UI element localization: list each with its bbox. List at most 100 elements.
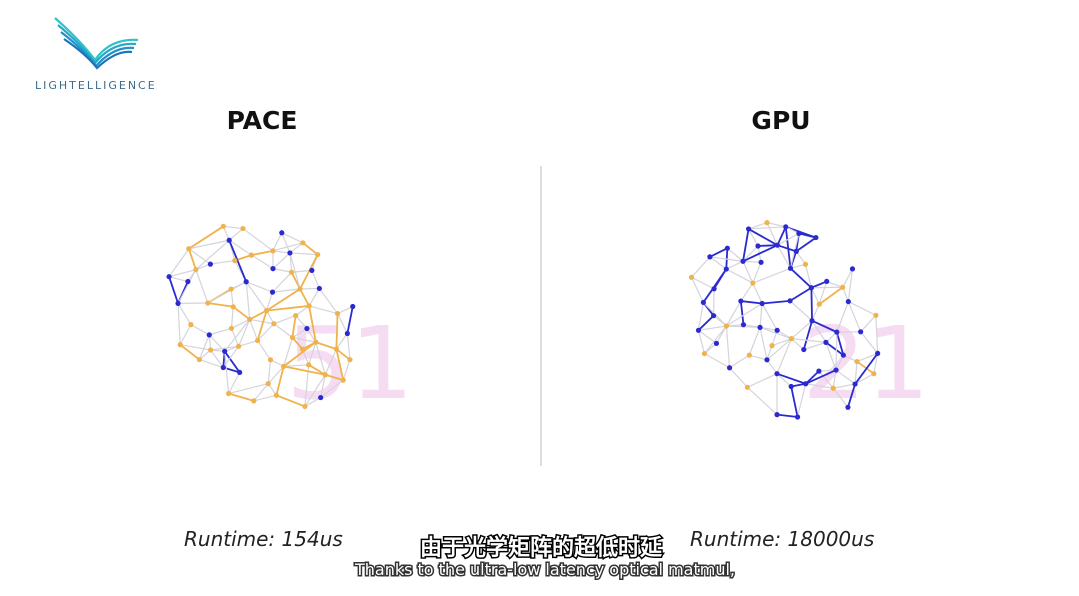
graph-edge (790, 386, 799, 418)
graph-edge (251, 254, 274, 270)
graph-edge (848, 301, 877, 316)
graph-edge (729, 354, 750, 369)
graph-edge (856, 360, 875, 375)
graph-edge (335, 313, 339, 350)
graph-node (254, 337, 261, 344)
graph-node (344, 330, 350, 337)
graph-node (177, 342, 183, 348)
graph-edge (299, 254, 319, 290)
graph-node (724, 245, 730, 251)
graph-edge (311, 270, 320, 289)
graph-edge (300, 287, 320, 290)
graph-edge (854, 373, 875, 385)
graph-edge (232, 306, 251, 321)
graph-node (186, 246, 192, 252)
graph-edge (836, 301, 849, 333)
graph-node (322, 372, 328, 378)
graph-edge (272, 288, 301, 293)
graph-node (166, 274, 172, 280)
graph-edge (335, 348, 345, 381)
graph-edge (777, 244, 797, 253)
graph-edge (748, 228, 778, 246)
graph-edge (776, 338, 792, 374)
graph-edge (802, 320, 813, 350)
graph-node (293, 312, 299, 319)
graph-node (304, 325, 310, 332)
graph-node (840, 352, 846, 358)
graph-edge (292, 328, 308, 338)
graph-edge (209, 327, 232, 336)
graph-edge (179, 343, 200, 361)
graph-edge (265, 291, 274, 311)
graph-edge (188, 225, 224, 250)
graph-edge (752, 262, 762, 284)
graph-edge (748, 228, 759, 247)
graph-edge (759, 303, 763, 328)
graph-edge (805, 370, 820, 385)
graph-node (302, 403, 308, 410)
graph-edge (308, 364, 326, 376)
graph-node (695, 327, 702, 333)
graph-node (759, 300, 765, 307)
graph-node (723, 323, 730, 329)
graph-node (774, 412, 780, 418)
graph-node (788, 383, 794, 390)
graph-node (207, 261, 213, 267)
graph-edge (818, 369, 837, 372)
graph-edge (342, 359, 351, 381)
graph-edge (766, 222, 786, 228)
graph-edge (289, 252, 318, 256)
graph-edge (308, 305, 317, 343)
graph-node (700, 299, 706, 306)
graph-edge (228, 383, 269, 395)
graph-edge (726, 302, 763, 327)
graph-edge (276, 394, 306, 408)
graph-edge (230, 306, 234, 329)
graph-edge (177, 269, 197, 304)
graph-node (746, 352, 752, 358)
graph-node (315, 251, 321, 258)
graph-node (287, 250, 293, 256)
graph-node (713, 340, 720, 346)
graph-edge (742, 261, 754, 284)
logo-mark (54, 17, 139, 70)
graph-node (226, 237, 232, 243)
graph-edge (318, 288, 339, 314)
graph-edge (873, 353, 879, 374)
graph-node (701, 350, 708, 357)
graph-node (845, 404, 851, 410)
graph-node (723, 266, 729, 272)
graph-edge (304, 397, 321, 407)
graph-node (710, 313, 717, 319)
graph-edge (249, 319, 259, 341)
graph-edge (811, 320, 827, 343)
graph-edge (759, 326, 792, 340)
graph-edge (726, 247, 744, 262)
graph-edge (739, 300, 745, 325)
graph-edge (308, 342, 317, 365)
graph-edge (789, 286, 812, 302)
graph-node (796, 230, 802, 236)
graph-node (840, 284, 846, 290)
graph-edge (266, 288, 301, 312)
graph-node (783, 224, 789, 230)
graph-node (299, 346, 306, 352)
graph-edge (245, 281, 251, 320)
graph-node (243, 279, 249, 285)
graph-edge (818, 286, 844, 305)
graph-edge (757, 244, 778, 247)
graph-node (206, 332, 212, 338)
graph-edge (791, 320, 813, 340)
subtitle-chinese: 由于光学矩阵的超低时延 (420, 535, 663, 561)
graph-node (228, 325, 235, 331)
graph-node (845, 298, 851, 305)
graph-edge (289, 242, 304, 254)
graph-node (281, 363, 287, 369)
graph-edge (308, 288, 320, 307)
graph-node (220, 223, 226, 229)
graph-node (263, 308, 270, 314)
graph-edge (810, 287, 813, 321)
graph-edge (740, 300, 763, 305)
graph-edge (177, 303, 192, 325)
graph-edge (725, 268, 754, 284)
